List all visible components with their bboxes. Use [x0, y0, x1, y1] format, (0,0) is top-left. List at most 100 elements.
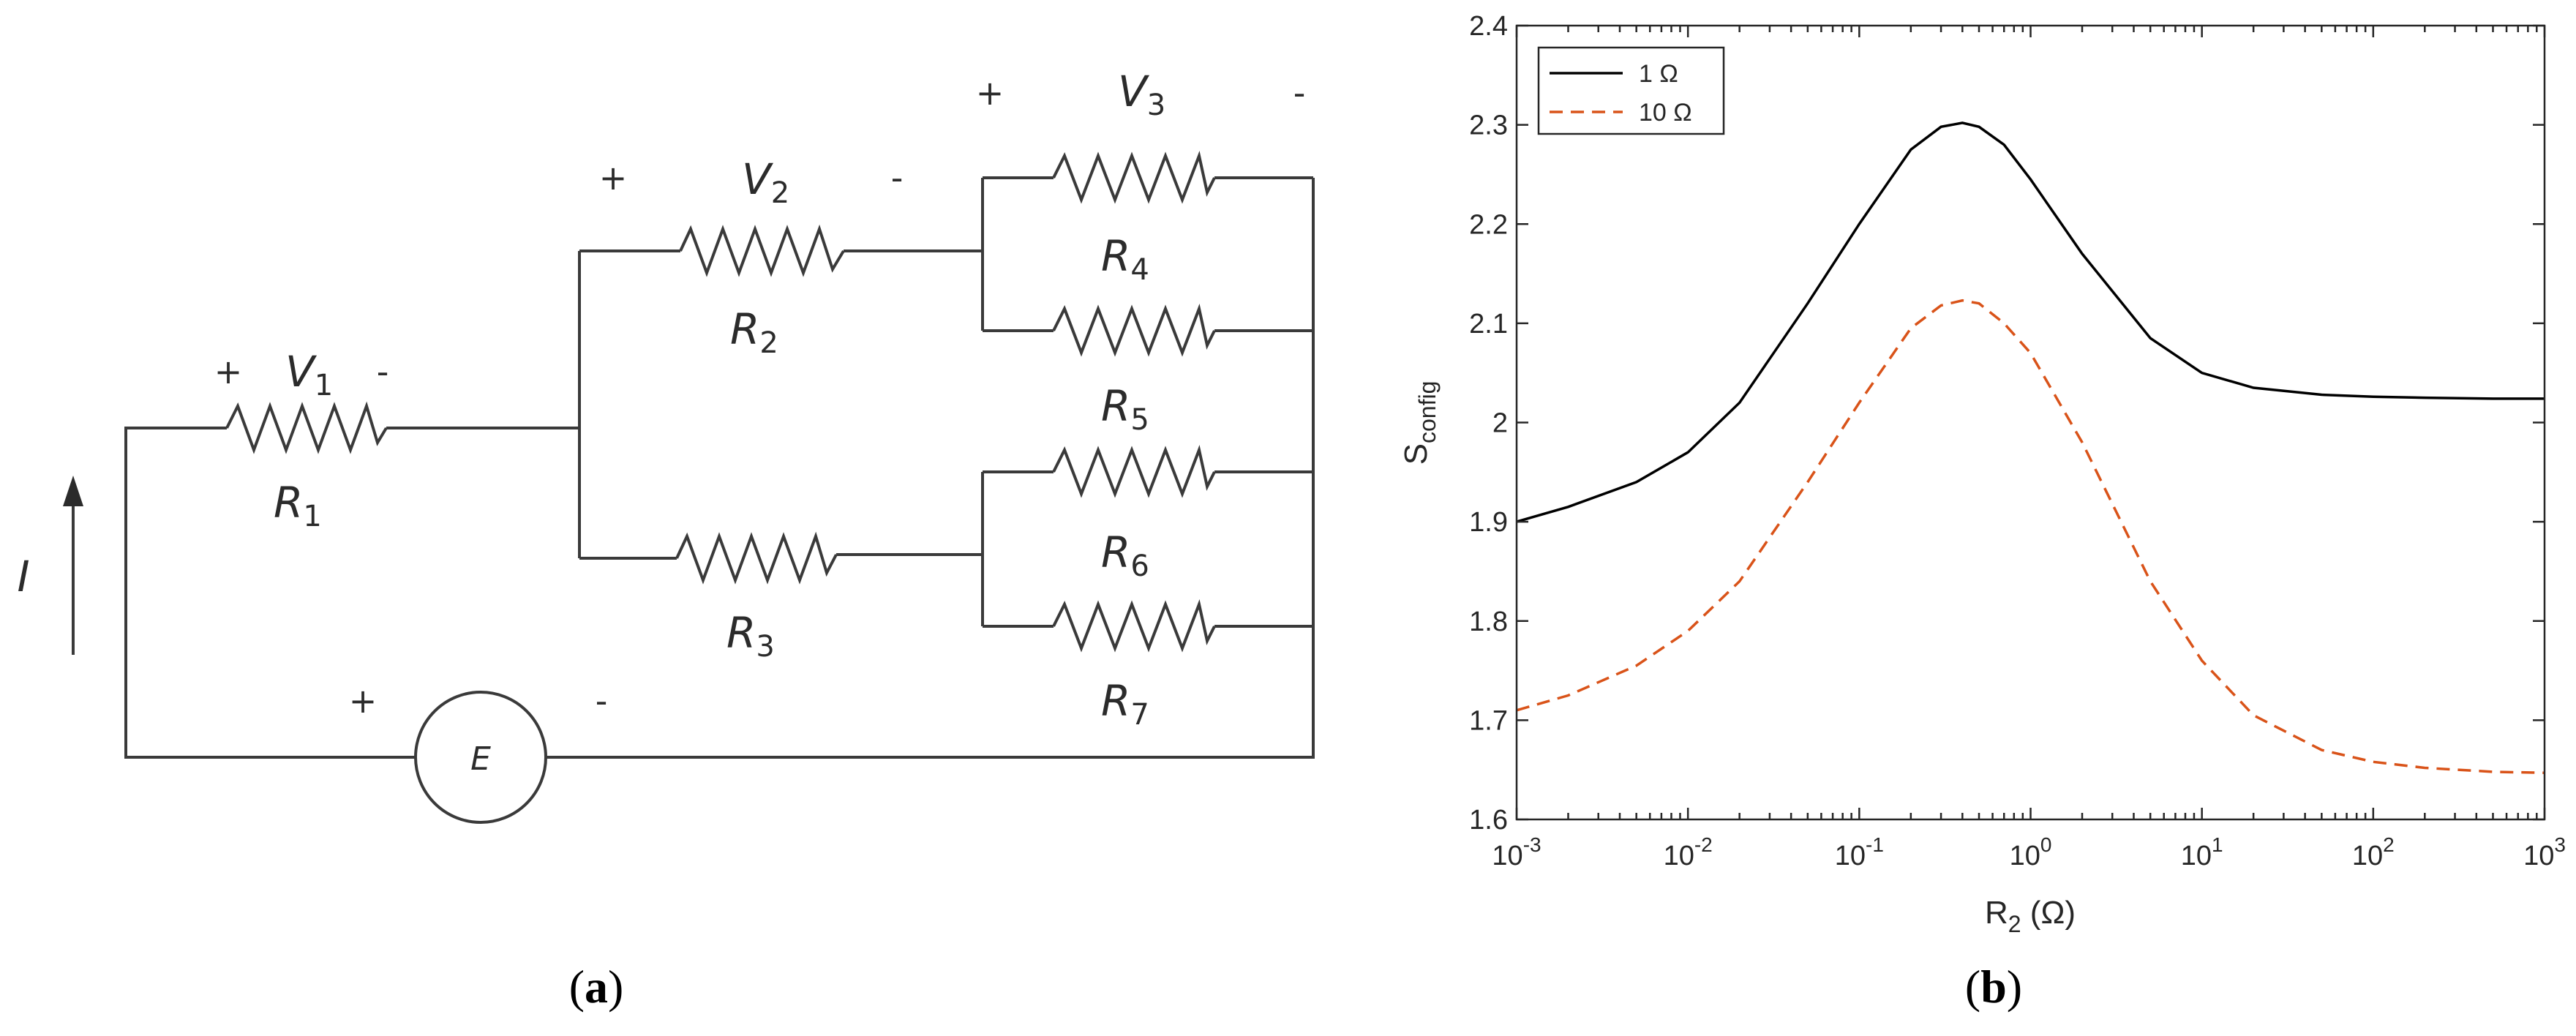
x-tick-exponent: -1: [1866, 833, 1884, 856]
v3-minus-sign: -: [1293, 73, 1306, 113]
label-r5-sub: 5: [1130, 403, 1149, 437]
x-tick-exponent: -3: [1523, 833, 1542, 856]
source-label: E: [470, 740, 491, 778]
legend-label-1: 1 Ω: [1639, 60, 1678, 88]
y-tick-label: 2.2: [1469, 209, 1508, 240]
label-v1-sub: 1: [315, 369, 333, 402]
x-tick-label: 103: [2523, 833, 2566, 871]
label-v3: V3: [1118, 67, 1165, 122]
x-tick-label: 102: [2352, 833, 2395, 871]
panel-b-letter: b: [1980, 961, 2007, 1013]
x-tick-exponent: 1: [2212, 833, 2223, 856]
resistor-r4: [1052, 151, 1216, 204]
panel-a-open: (: [569, 961, 585, 1013]
legend-box: [1537, 46, 1725, 135]
v1-plus-sign: +: [214, 352, 243, 391]
label-r2-sub: 2: [759, 326, 778, 360]
legend-label-2: 10 Ω: [1639, 99, 1692, 127]
label-v2: V2: [742, 154, 789, 210]
label-r3-sub: 3: [756, 630, 774, 664]
resistor-r7: [1052, 599, 1216, 653]
x-tick-label: 101: [2181, 833, 2223, 871]
x-tick-base: 10: [1492, 841, 1522, 871]
v2-plus-sign: +: [599, 158, 628, 198]
x-tick-base: 10: [2010, 841, 2040, 871]
y-axis-ticks: 1.6 1.7 1.8 1.9 2 2.1 2.2 2.3 2.4: [1469, 11, 2545, 836]
panel-label-b: (b): [1965, 961, 2022, 1013]
x-tick-base: 10: [2352, 841, 2383, 871]
x-tick-base: 10: [1664, 841, 1694, 871]
panel-a-letter: a: [585, 961, 608, 1013]
y-tick-label: 1.8: [1469, 607, 1508, 637]
x-tick-label: 10-3: [1492, 833, 1541, 871]
label-v3-main: V: [1118, 67, 1150, 116]
x-axis-label-unit: (Ω): [2021, 895, 2076, 931]
x-axis-label-sub: 2: [2008, 911, 2021, 937]
label-r1-sub: 1: [303, 500, 321, 533]
panel-b-open: (: [1965, 961, 1980, 1013]
label-r6: R6: [1101, 528, 1149, 583]
v2-minus-sign: -: [891, 158, 904, 198]
circuit-diagram: E I R1 R2 R3 R4 R5 R6 R7 V1 V: [17, 67, 1315, 824]
x-tick-exponent: 3: [2554, 833, 2566, 856]
label-r7-sub: 7: [1130, 698, 1149, 732]
plot-lines: [1516, 121, 2545, 775]
label-v1: V1: [285, 347, 333, 402]
current-label: I: [17, 552, 29, 601]
x-tick-label: 100: [2010, 833, 2052, 871]
label-r1-main: R: [274, 478, 303, 528]
x-axis-label: R2 (Ω): [1985, 895, 2076, 937]
chart: 10-3 10-2 10-1 100 101 102 103 1.61.71.81.922.…: [1398, 11, 2566, 937]
x-tick-label: 10-2: [1664, 833, 1713, 871]
x-tick-exponent: -2: [1694, 833, 1713, 856]
voltage-source: [414, 691, 547, 824]
label-r5-main: R: [1101, 381, 1130, 431]
series-line-2: [1516, 299, 2545, 775]
y-tick-label: 1.7: [1469, 705, 1508, 736]
y-tick-label: 1.6: [1469, 805, 1508, 836]
panel-label-a: (a): [569, 961, 624, 1013]
x-tick-base: 10: [2181, 841, 2212, 871]
label-v1-main: V: [285, 347, 318, 397]
label-r4: R4: [1101, 231, 1149, 287]
resistor-r6: [1052, 445, 1216, 498]
label-v2-sub: 2: [771, 176, 789, 210]
label-v3-sub: 3: [1147, 89, 1165, 122]
v1-minus-sign: -: [377, 352, 389, 391]
label-r6-sub: 6: [1130, 549, 1149, 583]
label-r3: R3: [726, 608, 775, 664]
x-tick-base: 10: [2523, 841, 2554, 871]
y-tick-label: 1.9: [1469, 507, 1508, 538]
y-axis-label-sub: config: [1414, 381, 1441, 443]
panel-a-close: ): [608, 961, 623, 1013]
label-r7-main: R: [1101, 676, 1130, 726]
label-r7: R7: [1101, 676, 1149, 732]
label-r3-main: R: [726, 608, 756, 658]
x-tick-exponent: 2: [2383, 833, 2395, 856]
source-plus-sign: +: [349, 681, 378, 721]
v3-plus-sign: +: [976, 73, 1005, 113]
plot-frame: [1515, 24, 2546, 821]
x-axis-ticks: 10-3 10-2 10-1 100 101 102 103: [1492, 26, 2566, 871]
label-r4-main: R: [1101, 231, 1130, 281]
wire-right-bus: [546, 178, 1315, 759]
label-r4-sub: 4: [1130, 253, 1149, 287]
x-axis-label-main: R: [1985, 895, 2008, 931]
panel-b-close: ): [2007, 961, 2022, 1013]
y-axis-label-main: S: [1398, 443, 1434, 465]
x-tick-exponent: 0: [2040, 833, 2052, 856]
label-r2: R2: [730, 304, 778, 360]
series-line-1: [1516, 121, 2545, 523]
wire-left-loop: [124, 427, 416, 759]
resistor-r1: [225, 401, 388, 454]
resistor-r3: [675, 531, 838, 585]
label-r2-main: R: [730, 304, 759, 354]
y-tick-label: 2: [1492, 408, 1508, 439]
source-minus-sign: -: [596, 681, 608, 721]
current-arrow-icon: [63, 476, 83, 506]
x-tick-base: 10: [1835, 841, 1866, 871]
label-r1: R1: [274, 478, 322, 533]
resistor-r5: [1052, 304, 1216, 357]
label-r5: R5: [1101, 381, 1149, 437]
